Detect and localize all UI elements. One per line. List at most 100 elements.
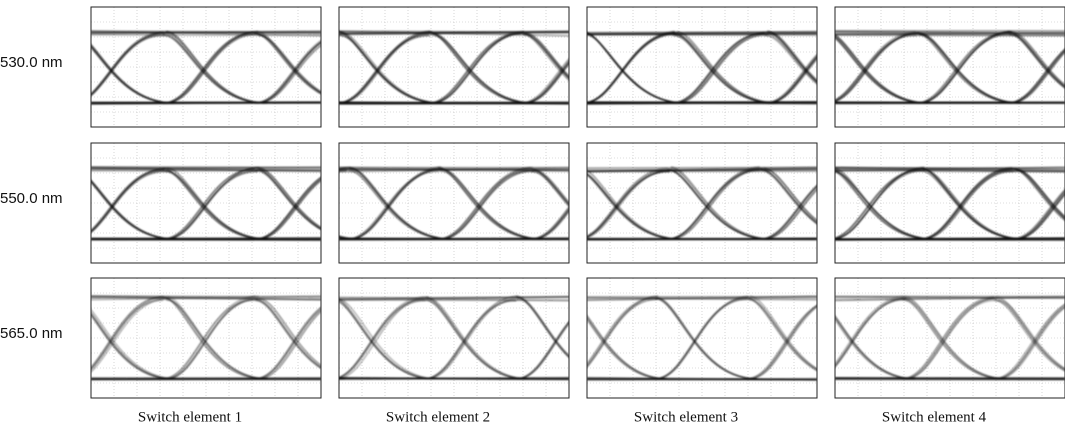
trace [587,32,685,104]
eye-traces [339,166,569,241]
trace [166,167,268,240]
trace [654,297,747,380]
grid [339,143,569,263]
trace [759,169,817,225]
eye-traces [835,166,1065,241]
eye-diagram [834,6,1065,128]
trace [760,168,817,225]
panel-frame [586,6,818,128]
trace [350,166,452,240]
trace [339,377,569,381]
trace [437,170,530,240]
trace [1016,193,1065,240]
trace [1010,50,1065,104]
trace [533,169,569,204]
trace [587,237,817,241]
trace [339,298,435,380]
panel-frame [338,6,570,128]
trace [91,43,175,104]
trace [1016,169,1065,218]
eye-diagram [586,6,818,128]
trace [835,32,1065,36]
trace [746,304,817,380]
trace [835,33,917,101]
trace [587,32,817,36]
trace [91,34,166,97]
trace [676,33,769,104]
trace [254,39,321,104]
trace [996,297,1065,371]
trace [760,185,817,240]
trace [426,298,519,380]
trace [91,167,167,233]
trace [339,299,426,379]
trace [587,170,670,238]
row-label: 550.0 nm [0,190,63,207]
trace [165,298,258,380]
trace [587,32,676,104]
grid [339,7,569,127]
eye-diagram [338,142,570,264]
panel-frame [90,277,322,399]
trace [427,297,520,380]
column-label: Switch element 3 [634,409,738,425]
eye-traces [587,30,817,105]
trace [902,296,995,380]
eye-diagram [834,277,1065,399]
trace [587,172,679,240]
trace [587,317,667,380]
trace [339,30,431,104]
trace [923,168,1016,240]
trace [532,208,569,240]
trace [918,33,1011,104]
trace [587,101,817,105]
trace [587,299,658,367]
trace [667,166,760,240]
panel-frame [338,142,570,264]
trace [339,30,440,104]
trace [91,295,321,301]
trace [766,31,817,84]
trace [835,166,1065,172]
trace [166,166,259,240]
trace [254,32,321,95]
trace [258,44,321,104]
column-label: Switch element 2 [386,409,490,425]
trace [835,171,934,240]
trace [524,62,569,104]
trace [524,32,569,77]
trace [915,31,1008,104]
trace [835,296,1065,301]
trace [523,34,569,79]
trace [587,295,817,302]
eye-diagram [90,142,322,264]
eye-traces [91,295,321,381]
trace [835,167,925,240]
trace [255,308,321,380]
eye-traces [587,166,817,241]
trace [441,170,534,240]
eye-diagram [586,142,818,264]
trace [258,178,321,240]
trace [676,30,778,104]
panel-frame [586,142,818,264]
trace [255,298,321,369]
trace [1011,51,1065,104]
trace [256,169,321,230]
trace [902,299,1004,380]
panel-frame [90,142,322,264]
trace [767,30,817,83]
eye-diagram [90,277,322,399]
eye-diagram [834,142,1065,264]
trace [91,238,321,241]
eye-traces [339,295,569,381]
trace [767,56,817,104]
eye-traces [91,166,321,241]
panel-frame [586,277,818,399]
grid [91,143,321,263]
trace [91,298,165,371]
trace [427,296,529,380]
trace [523,61,569,104]
trace [532,170,569,205]
trace [256,177,321,240]
